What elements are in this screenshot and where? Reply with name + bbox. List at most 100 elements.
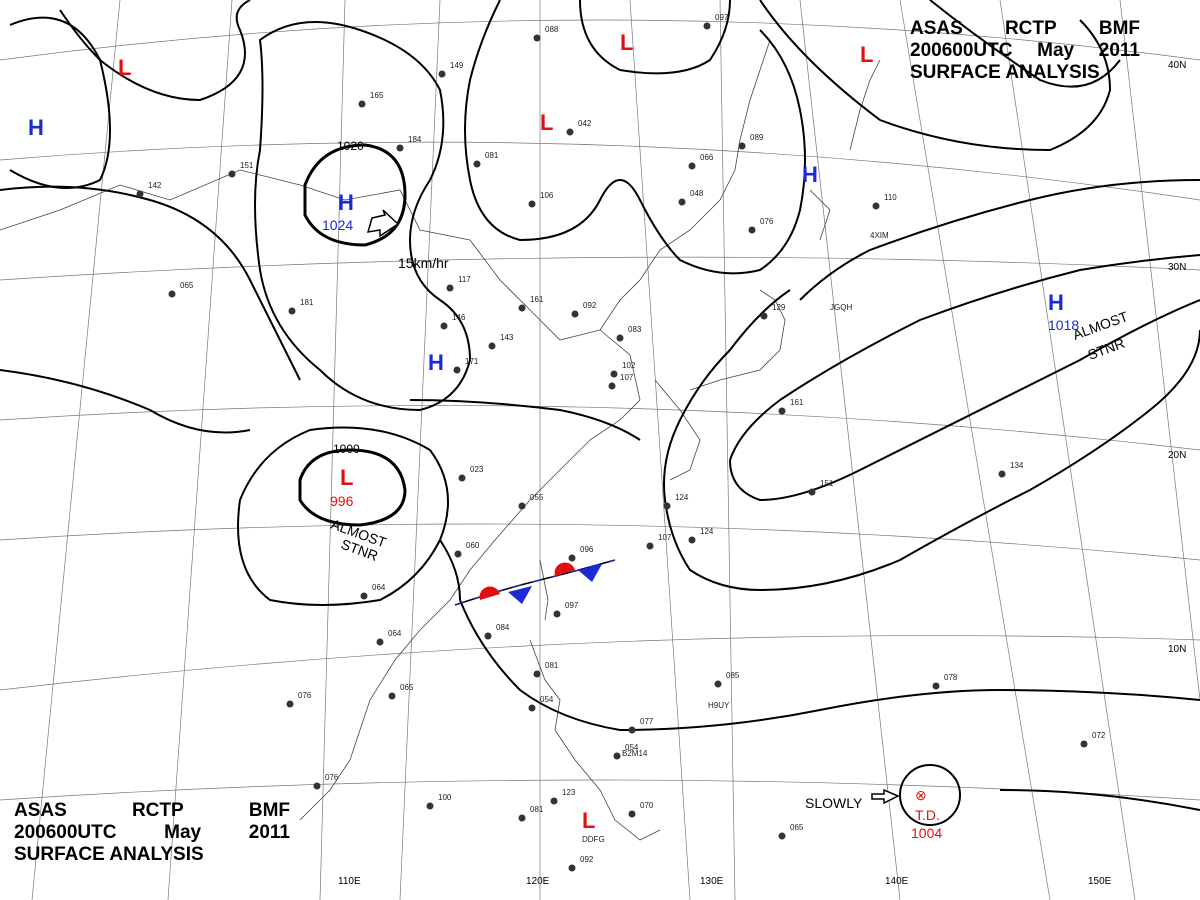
station-marker xyxy=(313,782,321,790)
station-marker xyxy=(136,190,144,198)
low-center-symbol: L xyxy=(540,110,553,135)
station-plots: 088 042 097 149 165 184 081 142 151 106 066 048 089 0… xyxy=(136,13,1106,872)
isobar-13 xyxy=(663,289,1200,592)
station-id: JGQH xyxy=(830,303,852,312)
station-pressure: 107 xyxy=(620,373,634,382)
station-pressure: 117 xyxy=(458,275,471,284)
station-pressure: 124 xyxy=(700,527,714,536)
station-marker xyxy=(571,310,579,318)
station-marker xyxy=(613,752,621,760)
station-pressure: 142 xyxy=(148,181,162,190)
station-pressure: 076 xyxy=(298,691,312,700)
station-marker xyxy=(568,864,576,872)
station-pressure: 065 xyxy=(400,683,414,692)
lon-label-140e: 140E xyxy=(885,876,909,887)
station-pressure: 055 xyxy=(530,493,544,502)
warm-front-1 xyxy=(479,586,500,600)
centre-isobars xyxy=(298,143,407,527)
station-marker xyxy=(616,334,624,342)
station-marker xyxy=(228,170,236,178)
station-pressure: 123 xyxy=(562,788,576,797)
isobar-16 xyxy=(729,299,1200,502)
station-marker xyxy=(703,22,711,30)
warm-front-2 xyxy=(554,562,575,576)
arrow-td-movement xyxy=(871,788,900,805)
title-month: May xyxy=(1037,40,1075,61)
lat-label-20n: 20N xyxy=(1168,450,1186,461)
longitude-labels: 110E 120E 130E 140E 150E xyxy=(338,876,1112,887)
station-marker xyxy=(778,832,786,840)
station-marker xyxy=(388,692,396,700)
coastlines xyxy=(0,39,881,841)
title-product: SURFACE ANALYSIS xyxy=(14,844,204,865)
station-pressure: 146 xyxy=(452,313,466,322)
isobar-12 xyxy=(929,0,1121,88)
station-marker xyxy=(566,128,574,136)
cold-front-1 xyxy=(508,586,532,604)
title-source: RCTP xyxy=(131,800,184,821)
station-marker xyxy=(358,100,366,108)
high-center-symbol: H xyxy=(802,162,818,187)
meridians xyxy=(31,0,1200,900)
station-pressure: 023 xyxy=(470,465,484,474)
station-marker xyxy=(872,202,880,210)
station-pressure: 134 xyxy=(1010,461,1024,470)
annotations: 15km/hr ALMOST STNR ALMOST STNR SLOWLY ⊗… xyxy=(329,255,1131,841)
low-center-value: 996 xyxy=(330,493,354,509)
station-marker xyxy=(528,200,536,208)
station-marker xyxy=(426,802,434,810)
isobar-15 xyxy=(729,254,1200,461)
station-pressure: 076 xyxy=(760,217,774,226)
station-marker xyxy=(528,704,536,712)
station-pressure: 081 xyxy=(530,805,544,814)
station-ids: 4XIM JGQH H9UY B2M14 DDFG xyxy=(582,231,889,844)
station-marker xyxy=(376,638,384,646)
latitude-labels: 40N 30N 20N 10N xyxy=(1168,60,1186,655)
station-marker xyxy=(748,226,756,234)
isobar-5 xyxy=(0,369,251,434)
isobar-7 xyxy=(409,399,641,441)
station-pressure: 085 xyxy=(726,671,740,680)
title-line-1: ASAS RCTP BMF xyxy=(14,800,290,822)
high-center-symbol: H xyxy=(428,350,444,375)
low-center-symbol: L xyxy=(620,30,633,55)
station-pressure: 077 xyxy=(640,717,654,726)
station-marker xyxy=(438,70,446,78)
station-marker xyxy=(568,554,576,562)
station-pressure: 096 xyxy=(580,545,594,554)
station-marker xyxy=(553,610,561,618)
station-id: B2M14 xyxy=(622,749,648,758)
low-center-symbol: L xyxy=(340,465,353,490)
high-center-value: 1024 xyxy=(322,217,353,233)
title-month: May xyxy=(164,822,202,843)
title-year: 2011 xyxy=(248,822,290,843)
isobar-1020 xyxy=(303,143,407,247)
station-pressure: 106 xyxy=(540,191,554,200)
title-region: ASAS xyxy=(14,800,67,821)
station-marker xyxy=(488,342,496,350)
isobar-4 xyxy=(0,185,301,381)
station-marker xyxy=(714,680,722,688)
station-marker xyxy=(458,474,466,482)
td-label: T.D. xyxy=(915,807,940,823)
station-marker xyxy=(998,470,1006,478)
station-pressure: 149 xyxy=(450,61,464,70)
station-marker xyxy=(360,592,368,600)
isobar-3 xyxy=(254,21,472,412)
parallels xyxy=(0,19,1200,801)
station-marker xyxy=(484,632,492,640)
isobar-11 xyxy=(759,0,1112,152)
station-pressure: 110 xyxy=(884,193,897,202)
station-pressure: 084 xyxy=(496,623,510,632)
station-pressure: 081 xyxy=(545,661,559,670)
station-pressure: 151 xyxy=(820,479,834,488)
station-marker xyxy=(610,370,618,378)
title-time: 200600UTC xyxy=(14,822,117,843)
station-marker xyxy=(1080,740,1088,748)
td-pressure: 1004 xyxy=(911,825,942,841)
title-line-3: SURFACE ANALYSIS xyxy=(910,62,1140,84)
station-marker xyxy=(518,502,526,510)
lat-label-30n: 30N xyxy=(1168,262,1186,273)
high-pressure-centres: H 1024 H H H H 1018 xyxy=(28,115,1079,375)
station-pressure: 076 xyxy=(325,773,339,782)
